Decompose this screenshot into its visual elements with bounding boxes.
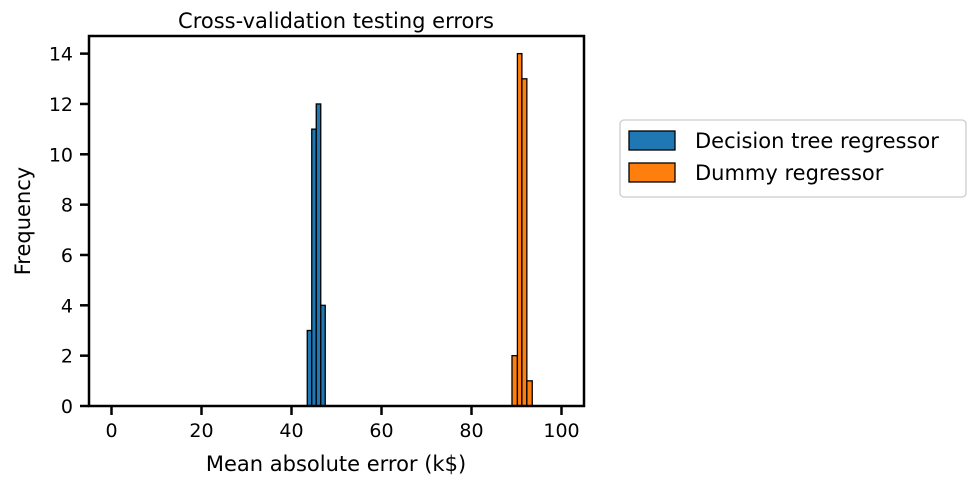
- y-tick-label-4: 8: [61, 195, 73, 217]
- x-tick-label-2: 40: [279, 420, 303, 442]
- y-tick-label-7: 14: [49, 44, 73, 66]
- x-tick-label-1: 20: [189, 420, 213, 442]
- x-tick-label-0: 0: [105, 420, 117, 442]
- plot-frame: [87, 34, 586, 408]
- x-axis-label: Mean absolute error (k$): [206, 452, 466, 476]
- x-tick-label-3: 60: [369, 420, 393, 442]
- bar-series-1-bin-1: [516, 52, 523, 407]
- y-tick-label-5: 10: [49, 144, 73, 166]
- legend-box: [619, 119, 967, 198]
- bar-series-0-bin-0: [306, 329, 313, 407]
- chart-title: Cross-validation testing errors: [178, 9, 494, 33]
- y-tick-label-2: 4: [61, 295, 73, 317]
- y-tick-label-3: 6: [61, 245, 73, 267]
- bar-series-0-bin-2: [315, 103, 322, 407]
- legend-label-0: Decision tree regressor: [695, 129, 939, 153]
- x-tick-label-5: 100: [543, 420, 579, 442]
- axes-group: 0 20 40 60 80 100 0 2 4 6 8 10 12 14: [49, 34, 586, 442]
- bars-group: [306, 52, 533, 407]
- bar-series-1-bin-0: [511, 355, 519, 407]
- bar-series-0-bin-3: [320, 304, 326, 407]
- y-tick-label-6: 12: [49, 94, 73, 116]
- legend-label-1: Dummy regressor: [695, 161, 884, 185]
- legend-swatch-1: [628, 162, 676, 183]
- bar-series-0-bin-1: [311, 128, 317, 407]
- y-axis-label: Frequency: [11, 167, 35, 276]
- legend: Decision tree regressor Dummy regressor: [619, 119, 967, 198]
- legend-swatch-0: [628, 130, 676, 151]
- bar-series-1-bin-2: [521, 78, 528, 407]
- x-tick-label-4: 80: [459, 420, 483, 442]
- bar-series-1-bin-3: [526, 380, 533, 407]
- y-tick-label-1: 2: [61, 346, 73, 368]
- y-tick-label-0: 0: [61, 396, 73, 418]
